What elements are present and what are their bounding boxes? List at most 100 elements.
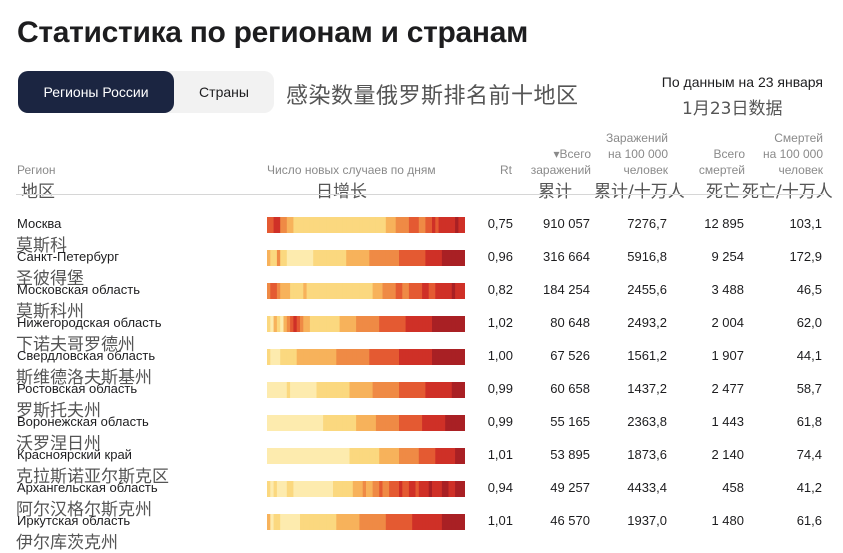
heat-cell [366, 481, 370, 497]
heat-cell [339, 448, 344, 464]
heat-cell [399, 448, 403, 464]
table-row[interactable]: Красноярский край 克拉斯诺亚尔斯克区 1,01 53 895 1873… [0, 447, 843, 487]
total-deaths-value: 1 443 [711, 414, 744, 429]
cases-per-100k-value: 2493,2 [627, 315, 667, 330]
header-total-sort[interactable]: ▾Всего заражений [531, 146, 591, 178]
heat-cell [319, 316, 324, 332]
heat-cell [336, 349, 340, 365]
total-deaths-value: 2 140 [711, 447, 744, 462]
heat-cell [293, 217, 298, 233]
heat-cell [336, 316, 340, 332]
table-row[interactable]: Иркутская область 伊尔库茨克州 1,01 46 570 1937,0 1… [0, 513, 843, 553]
table-row[interactable]: Свердловская область 斯维德洛夫斯基州 1,00 67 526 15… [0, 348, 843, 388]
heat-cell [418, 481, 423, 497]
heat-cell [405, 217, 410, 233]
table-row[interactable]: Архангельская область 阿尔汉格尔斯克州 0,94 49 257 4… [0, 480, 843, 520]
heat-cell [455, 349, 459, 365]
total-cases-value: 49 257 [550, 480, 590, 495]
heat-cell [326, 382, 331, 398]
heat-cell [438, 217, 443, 233]
rt-value: 1,00 [487, 348, 513, 363]
deaths-per-100k-value: 44,1 [796, 348, 822, 363]
heat-cell [280, 316, 284, 332]
heat-cell [333, 448, 337, 464]
table-row[interactable]: Москва 莫斯科 0,75 910 057 7276,7 12 895 103,1 [0, 216, 843, 256]
table-row[interactable]: Московская область 莫斯科州 0,82 184 254 2455,6 3… [0, 282, 843, 322]
heat-cell [283, 217, 288, 233]
heat-cell [362, 283, 367, 299]
heat-cell [303, 250, 307, 266]
heat-cell [372, 448, 377, 464]
heat-cell [336, 217, 340, 233]
heat-cell [273, 283, 278, 299]
total-deaths-value: 2 004 [711, 315, 744, 330]
heat-cell [293, 448, 298, 464]
heat-cell [316, 448, 321, 464]
heat-cell [451, 217, 456, 233]
heat-cell [415, 382, 420, 398]
heat-cell [425, 382, 430, 398]
heat-cell [425, 481, 430, 497]
heat-cell [415, 316, 420, 332]
cases-per-100k-value: 2455,6 [627, 282, 667, 297]
heat-cell [313, 283, 317, 299]
heat-cell [349, 514, 354, 530]
heat-cell [313, 415, 317, 431]
heat-cell [276, 316, 281, 332]
heat-cell [333, 349, 337, 365]
table-row[interactable]: Нижегородская область 下诺夫哥罗德州 1,02 80 648 24… [0, 315, 843, 355]
heat-cell [408, 481, 413, 497]
heat-cell [349, 481, 354, 497]
heat-cell [362, 316, 367, 332]
heat-cell [461, 514, 465, 530]
heat-cell [412, 283, 416, 299]
heat-cell [333, 250, 337, 266]
table-row[interactable]: Воронежская область 沃罗涅日州 0,99 55 165 2363,8… [0, 414, 843, 454]
total-deaths-value: 2 477 [711, 381, 744, 396]
heat-cell [333, 283, 337, 299]
heat-cell [286, 415, 291, 431]
heat-cell [435, 316, 439, 332]
heat-cell [336, 382, 340, 398]
heat-cell [309, 283, 314, 299]
heat-cell [392, 349, 397, 365]
daily-cases-heatstrip [267, 448, 465, 464]
heat-cell [306, 514, 311, 530]
heat-cell [412, 514, 416, 530]
heat-cell [323, 283, 327, 299]
heat-cell [432, 349, 436, 365]
heat-cell [319, 415, 324, 431]
cases-per-100k-value: 5916,8 [627, 249, 667, 264]
heat-cell [303, 283, 307, 299]
heat-cell [306, 250, 311, 266]
table-row[interactable]: Ростовская область 罗斯托夫州 0,99 60 658 1437,2 2… [0, 381, 843, 421]
tab-countries[interactable]: Страны [199, 84, 249, 100]
heat-cell [293, 283, 298, 299]
heat-cell [451, 448, 456, 464]
heat-cell [405, 349, 410, 365]
heat-cell [382, 316, 387, 332]
heat-cell [326, 415, 331, 431]
region-name: Свердловская область [17, 348, 156, 363]
header-daily-cases: Число новых случаев по дням [267, 163, 436, 177]
heat-cell [366, 250, 370, 266]
heat-cell [283, 382, 288, 398]
heat-cell [458, 250, 463, 266]
heat-cell [382, 283, 387, 299]
heat-cell [300, 448, 304, 464]
tab-russia-regions[interactable]: Регионы России [18, 71, 174, 113]
heat-cell [270, 250, 274, 266]
heat-cell [319, 448, 324, 464]
heat-cell [270, 382, 274, 398]
heat-cell [276, 448, 281, 464]
heat-cell [290, 250, 294, 266]
heat-cell [293, 250, 298, 266]
table-row[interactable]: Санкт-Петербург 圣彼得堡 0,96 316 664 5916,8 9 25… [0, 249, 843, 289]
heat-cell [379, 250, 383, 266]
heat-cell [296, 217, 301, 233]
total-deaths-value: 1 907 [711, 348, 744, 363]
heat-cell [313, 316, 317, 332]
heat-cell [276, 250, 281, 266]
heat-cell [346, 250, 350, 266]
heat-cell [425, 316, 430, 332]
